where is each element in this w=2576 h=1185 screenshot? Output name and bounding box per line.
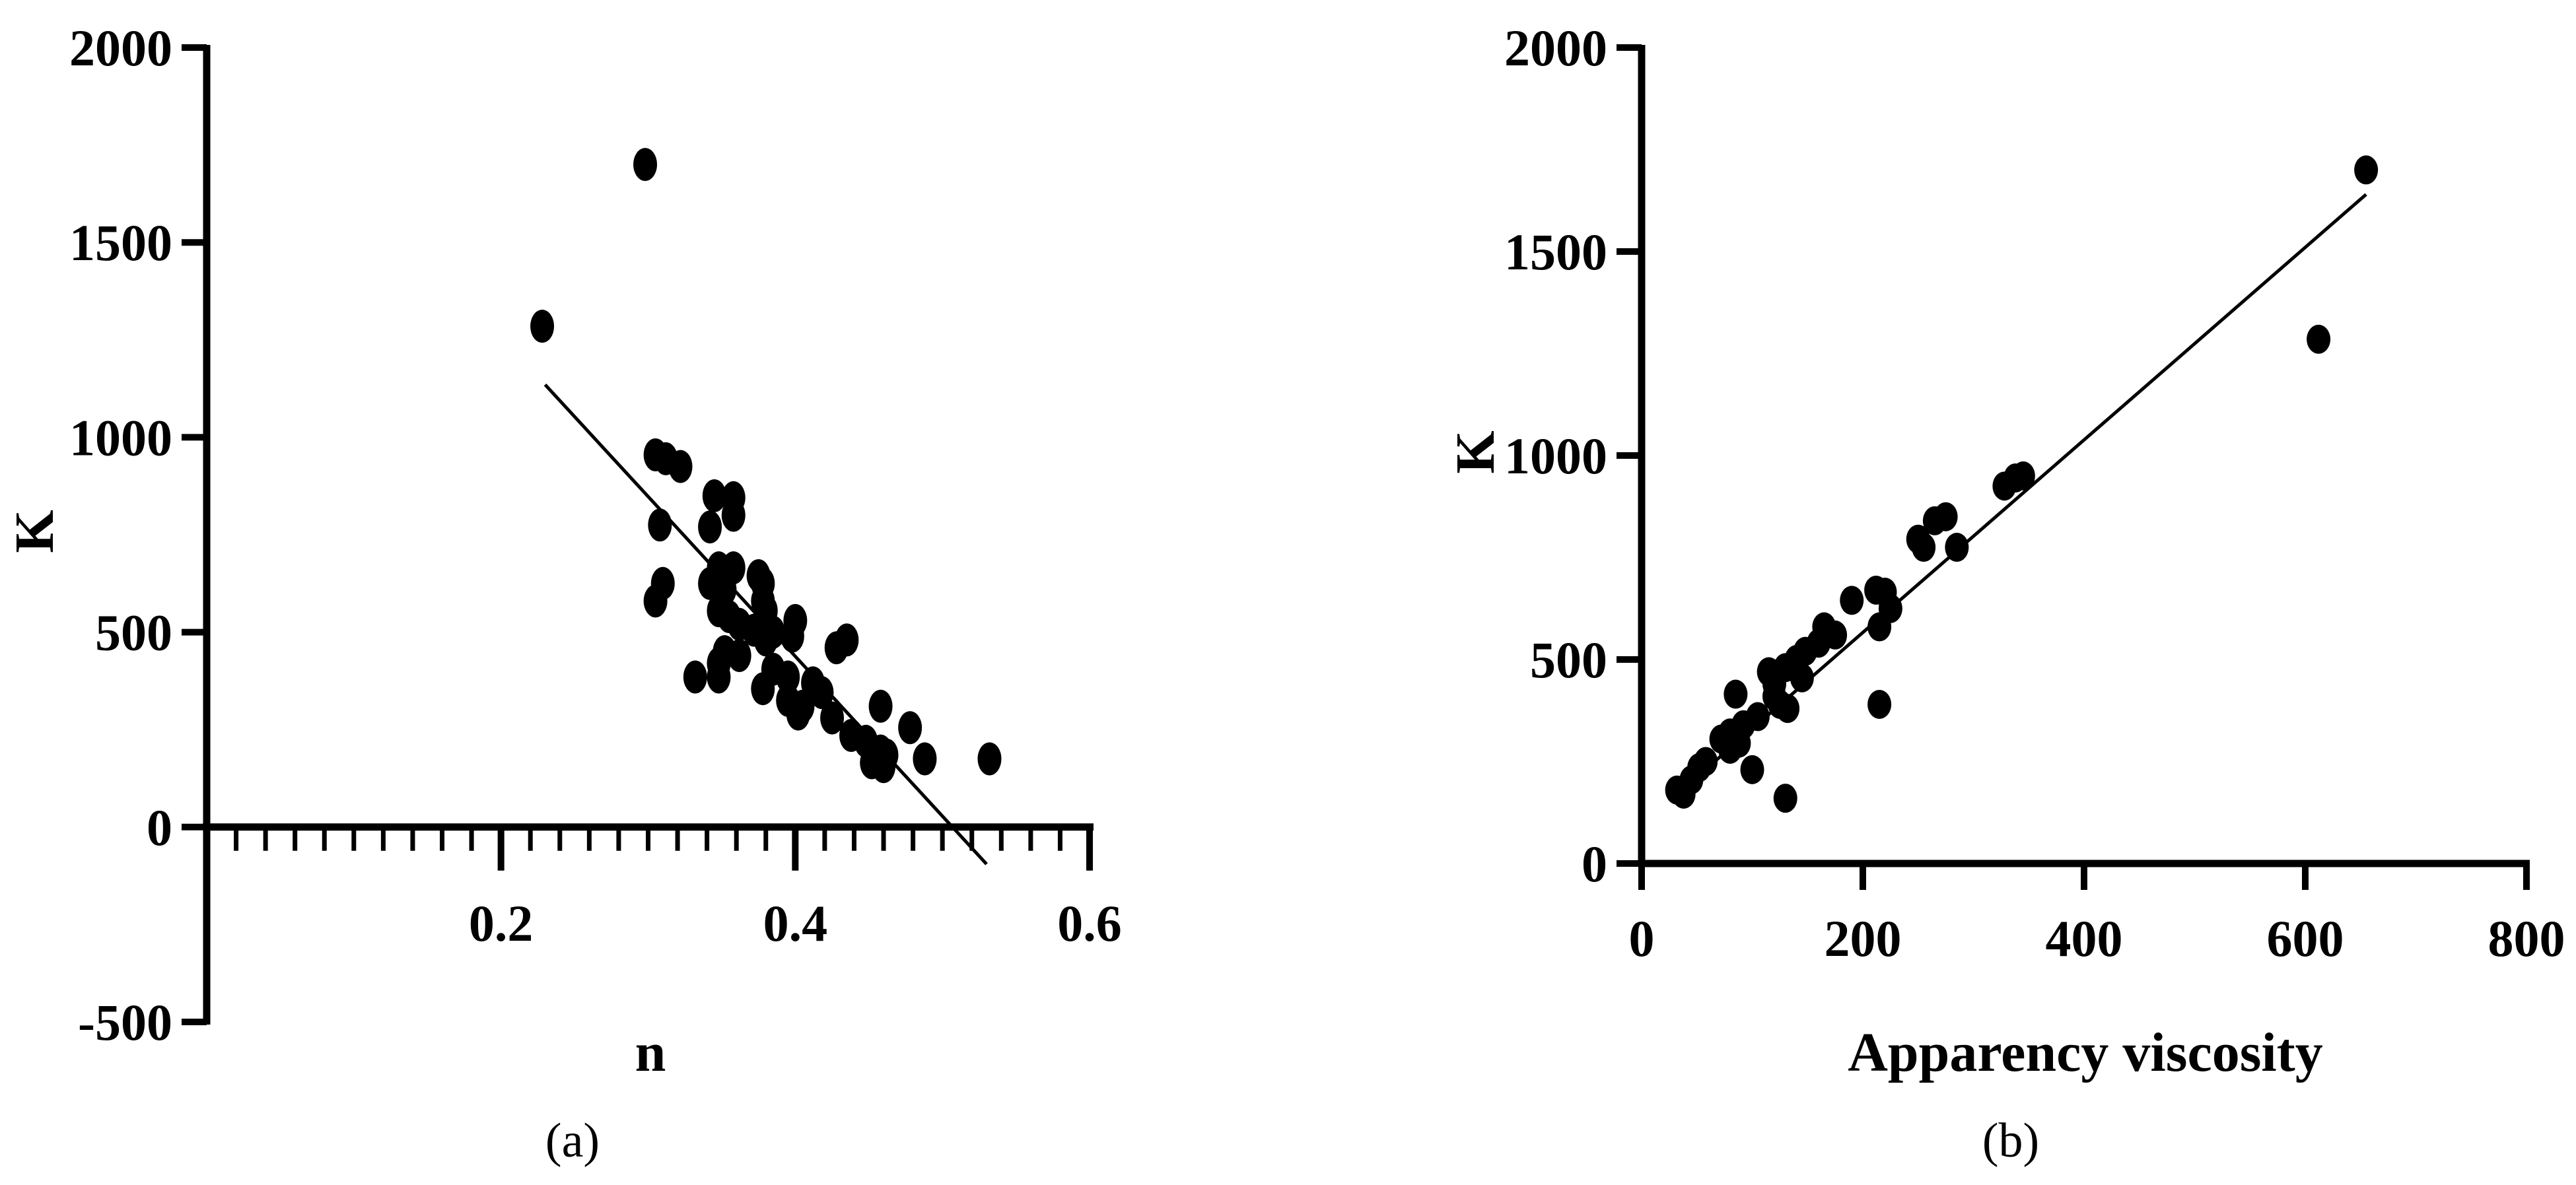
panel-b-data-point <box>1790 663 1814 693</box>
panel-a-data-point <box>530 310 555 343</box>
panel-a-data-point <box>707 660 731 694</box>
panel-b-y-tick-label: 0 <box>1582 835 1607 893</box>
panel-a-data-point <box>668 450 693 483</box>
panel-a-data-point <box>776 660 800 694</box>
panel-b-data-point <box>1867 612 1892 642</box>
panel-a-data-point <box>633 148 658 182</box>
panel-a-data-point <box>702 479 726 512</box>
panel-b-data-point <box>1945 533 1969 562</box>
panel-a-data-point <box>898 711 922 745</box>
panel-a-ticks: -500 0 500 1000 1500 2000 0.2 0.4 0.6 <box>69 19 1122 1051</box>
panel-b-y-axis-title: K <box>1445 430 1506 473</box>
panel-a-y-axis-title: K <box>4 510 65 553</box>
panel-a-label: (a) <box>545 1114 600 1168</box>
panel-b-x-tick-label: 600 <box>2267 910 2344 967</box>
panel-a-data-point <box>810 676 834 710</box>
panel-a-y-tick-label: -500 <box>78 994 172 1051</box>
panel-a-y-tick-label: 1000 <box>69 409 172 466</box>
panel-a-data-point <box>872 750 896 784</box>
panel-a-x-tick-label: 0.4 <box>763 895 828 952</box>
panel-b-data-point <box>1718 734 1742 764</box>
panel-a-data-point <box>786 697 810 731</box>
panel-b-x-axis-title: Apparency viscosity <box>1848 1022 2322 1083</box>
panel-a-y-tick-label: 2000 <box>69 19 172 77</box>
panel-a-data-point <box>698 510 722 544</box>
panel-a-data-point <box>977 742 1002 776</box>
panel-b-x-tick-label: 200 <box>1825 910 1902 967</box>
panel-a-data-point <box>727 639 751 673</box>
panel-b-x-tick-label: 400 <box>2046 910 2123 967</box>
panel-a-data-point <box>683 660 707 694</box>
panel-b-data-point <box>1867 689 1892 719</box>
panel-b-chart: 0 500 1000 1500 2000 0 200 400 600 800 Apparency … <box>1445 19 2565 1168</box>
panel-a-data-point <box>721 498 746 532</box>
panel-b-y-tick-label: 500 <box>1530 631 1607 689</box>
panel-a-y-tick-label: 0 <box>147 799 172 856</box>
panel-b-data-point <box>1840 586 1864 615</box>
panel-b-data-point <box>1776 694 1800 724</box>
panel-a-data-point <box>780 619 804 653</box>
panel-b-data-point <box>1723 679 1748 709</box>
panel-b-data-point <box>1992 471 2017 501</box>
panel-a-data-point <box>648 508 672 542</box>
panel-a-data-point <box>868 689 893 723</box>
panel-b-x-tick-label: 0 <box>1629 910 1655 967</box>
panel-a-chart: -500 0 500 1000 1500 2000 0.2 0.4 0.6 n K (a) <box>4 19 1122 1168</box>
panel-b-data-point <box>1922 506 1947 535</box>
panel-b-data-point <box>1740 755 1764 784</box>
panel-b-data-point <box>1671 779 1696 809</box>
panel-b-axes <box>1638 45 2530 867</box>
panel-a-x-tick-label: 0.2 <box>469 895 534 952</box>
panel-b-y-tick-label: 1000 <box>1504 427 1607 485</box>
panel-a-x-tick-label: 0.6 <box>1057 895 1122 952</box>
panel-a-data-point <box>753 623 778 657</box>
panel-b-x-tick-label: 800 <box>2488 910 2565 967</box>
panel-b-data-point <box>1912 533 1936 562</box>
panel-b-points <box>1665 155 2379 813</box>
panel-b-data-point <box>1773 784 1797 813</box>
panel-a-y-tick-label: 1500 <box>69 214 172 271</box>
panel-b-ticks: 0 500 1000 1500 2000 0 200 400 600 800 <box>1504 19 2565 967</box>
panel-b-y-tick-label: 2000 <box>1504 19 1607 77</box>
panel-a-data-point <box>643 584 668 618</box>
panel-a-data-point <box>820 701 845 735</box>
panel-a-points <box>530 148 1002 784</box>
panel-b-y-tick-label: 1500 <box>1504 223 1607 281</box>
panel-a-data-point <box>824 631 849 665</box>
panel-a-data-point <box>913 742 937 776</box>
panel-a-axes <box>203 45 1094 1025</box>
panel-a-x-axis-title: n <box>635 1022 666 1083</box>
panel-b-data-point <box>2307 324 2331 354</box>
panel-a-data-point <box>751 672 775 706</box>
panel-a-y-tick-label: 500 <box>95 604 172 661</box>
panel-b-label: (b) <box>1982 1114 2039 1168</box>
panel-b-data-point <box>2354 155 2379 185</box>
